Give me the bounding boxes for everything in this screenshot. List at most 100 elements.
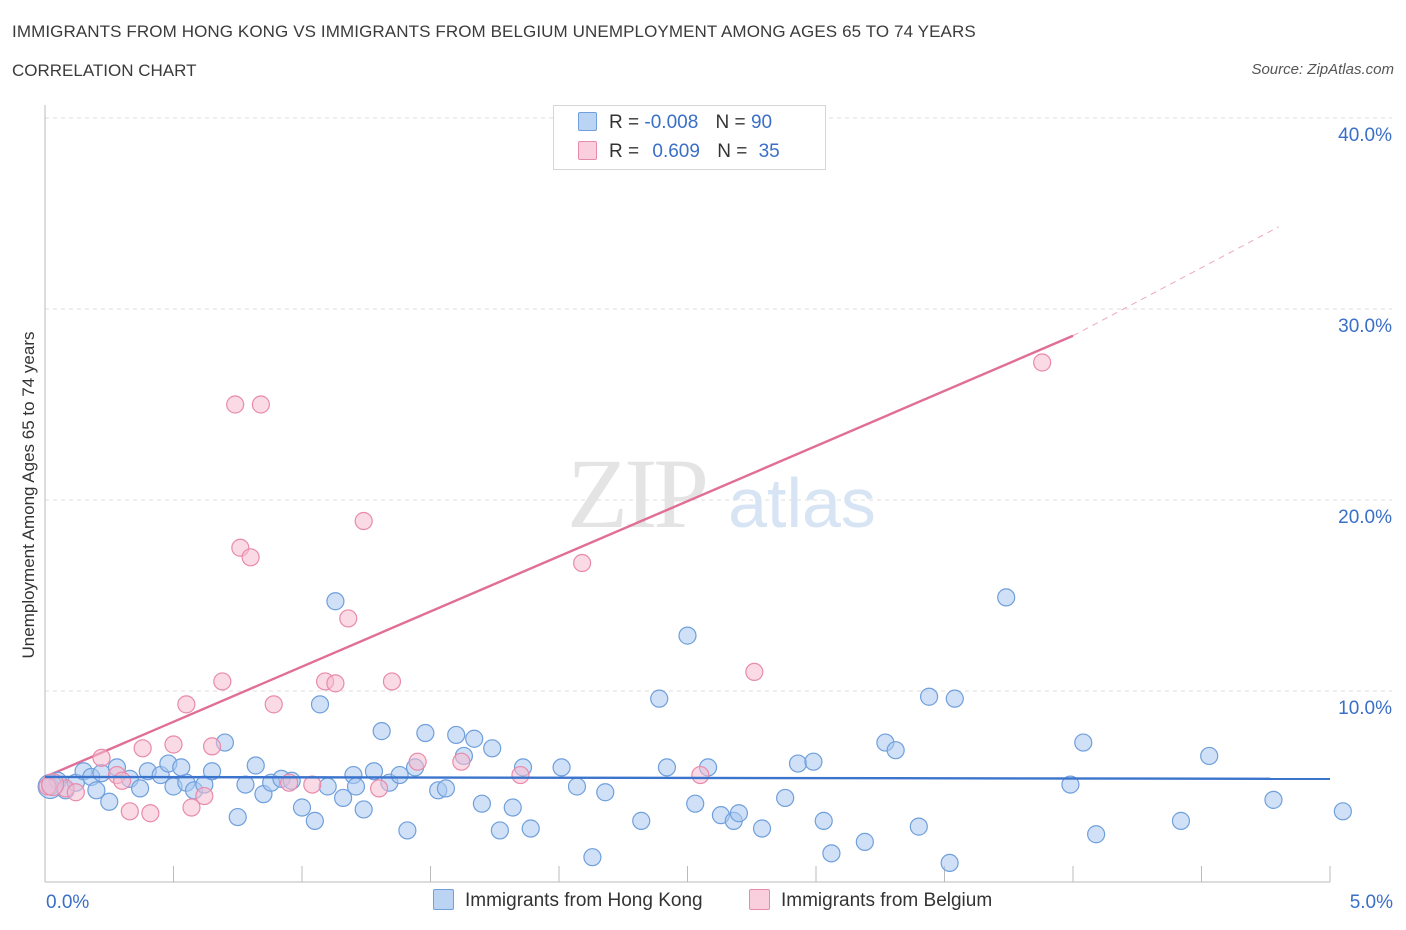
- point-hong-kong: [596, 783, 615, 802]
- point-hong-kong: [364, 762, 384, 781]
- point-hong-kong: [1074, 733, 1093, 752]
- legend-swatch-hong-kong: [578, 112, 597, 131]
- legend-n-value-belgium: 35: [758, 141, 780, 162]
- point-belgium: [1033, 353, 1052, 372]
- point-belgium: [354, 511, 373, 531]
- point-hong-kong: [372, 722, 391, 741]
- point-hong-kong: [310, 695, 330, 714]
- point-belgium: [370, 779, 389, 798]
- point-belgium: [511, 765, 530, 785]
- y-tick-label: 10.0%: [1338, 698, 1392, 719]
- trend-hong-kong: [44, 775, 1331, 781]
- bottom-legend-label-hong-kong: Immigrants from Hong Kong: [465, 890, 703, 911]
- point-hong-kong: [292, 798, 312, 817]
- legend-n-label: N =: [717, 141, 748, 162]
- point-hong-kong: [521, 819, 540, 838]
- legend-row-hong-kong: R = -0.008 N = 90: [578, 112, 772, 136]
- watermark-zip: ZIP: [567, 438, 705, 549]
- point-belgium: [182, 798, 201, 817]
- bottom-legend-hong-kong: Immigrants from Hong Kong: [433, 889, 703, 912]
- point-hong-kong: [354, 800, 373, 819]
- point-hong-kong: [583, 848, 602, 867]
- axes: [44, 105, 1331, 883]
- point-hong-kong: [318, 777, 337, 796]
- watermark-atlas: atlas: [728, 464, 876, 542]
- chart-title: IMMIGRANTS FROM HONG KONG VS IMMIGRANTS …: [12, 22, 976, 41]
- point-hong-kong: [228, 807, 247, 827]
- point-hong-kong: [567, 777, 587, 796]
- point-hong-kong: [686, 794, 705, 813]
- points-hong-kong: [37, 588, 1352, 873]
- point-hong-kong: [447, 725, 466, 745]
- point-hong-kong: [822, 844, 841, 863]
- point-hong-kong: [729, 804, 749, 823]
- point-hong-kong: [305, 811, 324, 830]
- point-hong-kong: [1264, 790, 1283, 809]
- point-hong-kong: [92, 764, 111, 783]
- point-hong-kong: [1087, 825, 1106, 844]
- point-belgium: [66, 783, 85, 802]
- point-hong-kong: [465, 729, 484, 748]
- point-belgium: [112, 771, 132, 790]
- trend-belgium: [44, 226, 1279, 779]
- point-hong-kong: [172, 758, 191, 777]
- trend-extension-belgium: [1072, 226, 1279, 337]
- legend-r-label: R =: [609, 141, 640, 162]
- point-belgium: [745, 662, 764, 682]
- legend-n-label: N =: [715, 112, 746, 133]
- legend-r-label: R =: [609, 112, 640, 133]
- trend-line-belgium: [44, 334, 1074, 779]
- chart-subtitle: CORRELATION CHART: [12, 61, 197, 80]
- point-belgium: [213, 672, 232, 691]
- point-hong-kong: [678, 626, 697, 645]
- point-hong-kong: [100, 792, 119, 811]
- point-belgium: [241, 548, 260, 567]
- point-hong-kong: [1061, 775, 1080, 794]
- point-hong-kong: [886, 741, 905, 760]
- point-hong-kong: [945, 689, 964, 708]
- grid-lines: [45, 117, 1392, 692]
- point-belgium: [408, 752, 427, 771]
- legend-row-belgium: R = 0.609 N = 35: [578, 141, 780, 165]
- x-tick-label-max: 5.0%: [1350, 892, 1393, 913]
- point-belgium: [92, 748, 111, 767]
- y-tick-label: 20.0%: [1338, 507, 1392, 528]
- x-tick-label-min: 0.0%: [46, 892, 89, 913]
- points-belgium: [38, 353, 1052, 823]
- point-hong-kong: [1171, 811, 1191, 830]
- point-belgium: [452, 752, 471, 771]
- point-belgium: [133, 739, 152, 758]
- y-tick-label: 40.0%: [1338, 125, 1392, 146]
- point-belgium: [264, 695, 283, 714]
- point-hong-kong: [909, 817, 928, 836]
- point-hong-kong: [657, 758, 677, 777]
- point-hong-kong: [334, 788, 353, 808]
- point-belgium: [141, 804, 160, 823]
- legend-n-value-hong-kong: 90: [750, 112, 773, 133]
- bottom-legend-swatch-hong-kong: [433, 889, 454, 910]
- point-hong-kong: [246, 756, 265, 775]
- point-hong-kong: [472, 794, 491, 813]
- point-belgium: [251, 395, 270, 414]
- point-hong-kong: [490, 821, 509, 840]
- legend-r-value-hong-kong: -0.008: [644, 112, 699, 133]
- trend-line-hong-kong: [44, 775, 1331, 781]
- point-hong-kong: [390, 765, 409, 785]
- y-axis-label: Unemployment Among Ages 65 to 74 years: [19, 332, 38, 659]
- point-belgium: [120, 802, 139, 821]
- point-belgium: [573, 553, 592, 573]
- point-hong-kong: [814, 811, 833, 830]
- point-hong-kong: [503, 798, 522, 817]
- point-hong-kong: [776, 788, 795, 808]
- point-belgium: [226, 395, 245, 414]
- point-hong-kong: [202, 762, 222, 781]
- point-belgium: [303, 775, 322, 794]
- point-hong-kong: [326, 592, 345, 611]
- legend-box: R = -0.008 N = 90 R = 0.609 N = 35: [553, 105, 826, 170]
- point-hong-kong: [804, 752, 823, 771]
- point-hong-kong: [1200, 746, 1219, 766]
- point-hong-kong: [346, 777, 366, 796]
- bottom-legend-swatch-belgium: [749, 889, 770, 910]
- legend-r-value-belgium: 0.609: [652, 141, 700, 162]
